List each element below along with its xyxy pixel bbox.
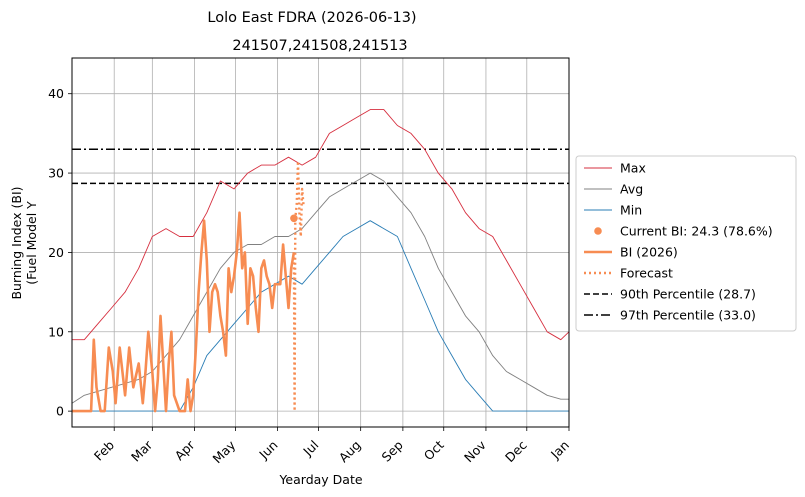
plot-frame bbox=[71, 57, 570, 428]
legend-max-label: Max bbox=[620, 161, 646, 176]
series-line-forecast bbox=[292, 159, 305, 413]
x-tick-label-sep: Sep bbox=[379, 437, 406, 464]
legend-items: Max Avg Min Current BI: 24.3 (78.6%) BI (202… bbox=[584, 161, 773, 323]
y-tick-label-40: 40 bbox=[48, 86, 64, 101]
y-axis-label-line2: (Fuel Model Y bbox=[24, 201, 39, 285]
x-tick-label-jun: Jun bbox=[255, 437, 280, 462]
y-axis-ticks: 0 10 20 30 40 bbox=[48, 86, 72, 419]
y-tick-label-30: 30 bbox=[48, 166, 64, 181]
threshold-lines bbox=[72, 148, 569, 185]
legend: Max Avg Min Current BI: 24.3 (78.6%) BI (202… bbox=[575, 155, 797, 332]
chart-title: Lolo East FDRA (2026-06-13) bbox=[207, 10, 416, 26]
x-axis-label: Yearday Date bbox=[278, 472, 362, 487]
x-tick-label-feb: Feb bbox=[91, 437, 117, 463]
x-tick-label-mar: Mar bbox=[128, 437, 156, 465]
legend-97th-percentile-33-0-label: 97th Percentile (33.0) bbox=[620, 308, 756, 323]
series-line-bi-2026 bbox=[72, 211, 296, 413]
x-tick-label-nov: Nov bbox=[461, 437, 489, 465]
legend-bi-2026-label: BI (2026) bbox=[620, 245, 678, 260]
x-tick-label-oct: Oct bbox=[421, 437, 447, 463]
legend-avg-label: Avg bbox=[620, 182, 643, 197]
x-tick-label-jan: Jan bbox=[547, 437, 572, 462]
series-lines bbox=[71, 109, 570, 413]
legend-90th-percentile-28-7-label: 90th Percentile (28.7) bbox=[620, 287, 756, 302]
y-tick-label-10: 10 bbox=[48, 324, 64, 339]
current-bi-marker bbox=[290, 214, 298, 223]
markers bbox=[290, 214, 298, 223]
legend-box bbox=[575, 155, 797, 332]
legend-min-label: Min bbox=[620, 203, 642, 218]
x-tick-label-dec: Dec bbox=[502, 437, 530, 465]
x-tick-label-aug: Aug bbox=[336, 437, 364, 465]
series-line-avg bbox=[71, 172, 569, 404]
y-axis-label-line1: Burning Index (BI) bbox=[9, 186, 24, 299]
y-tick-label-20: 20 bbox=[48, 245, 64, 260]
x-axis-ticks: Feb Mar Apr May Jun Jul Aug Sep Oct Nov Dec Jan bbox=[91, 427, 572, 466]
legend-forecast-label: Forecast bbox=[620, 266, 673, 281]
x-tick-label-jul: Jul bbox=[299, 437, 321, 459]
chart-subtitle: 241507,241508,241513 bbox=[232, 38, 407, 54]
legend-current-bi-24-3-78-6-swatch bbox=[594, 227, 602, 235]
legend-current-bi-24-3-78-6-label: Current BI: 24.3 (78.6%) bbox=[620, 224, 773, 239]
series-line-max bbox=[72, 109, 570, 341]
x-tick-label-may: May bbox=[209, 437, 238, 466]
series-line-min bbox=[72, 220, 569, 412]
x-tick-label-apr: Apr bbox=[172, 437, 199, 464]
y-tick-label-0: 0 bbox=[56, 404, 64, 419]
